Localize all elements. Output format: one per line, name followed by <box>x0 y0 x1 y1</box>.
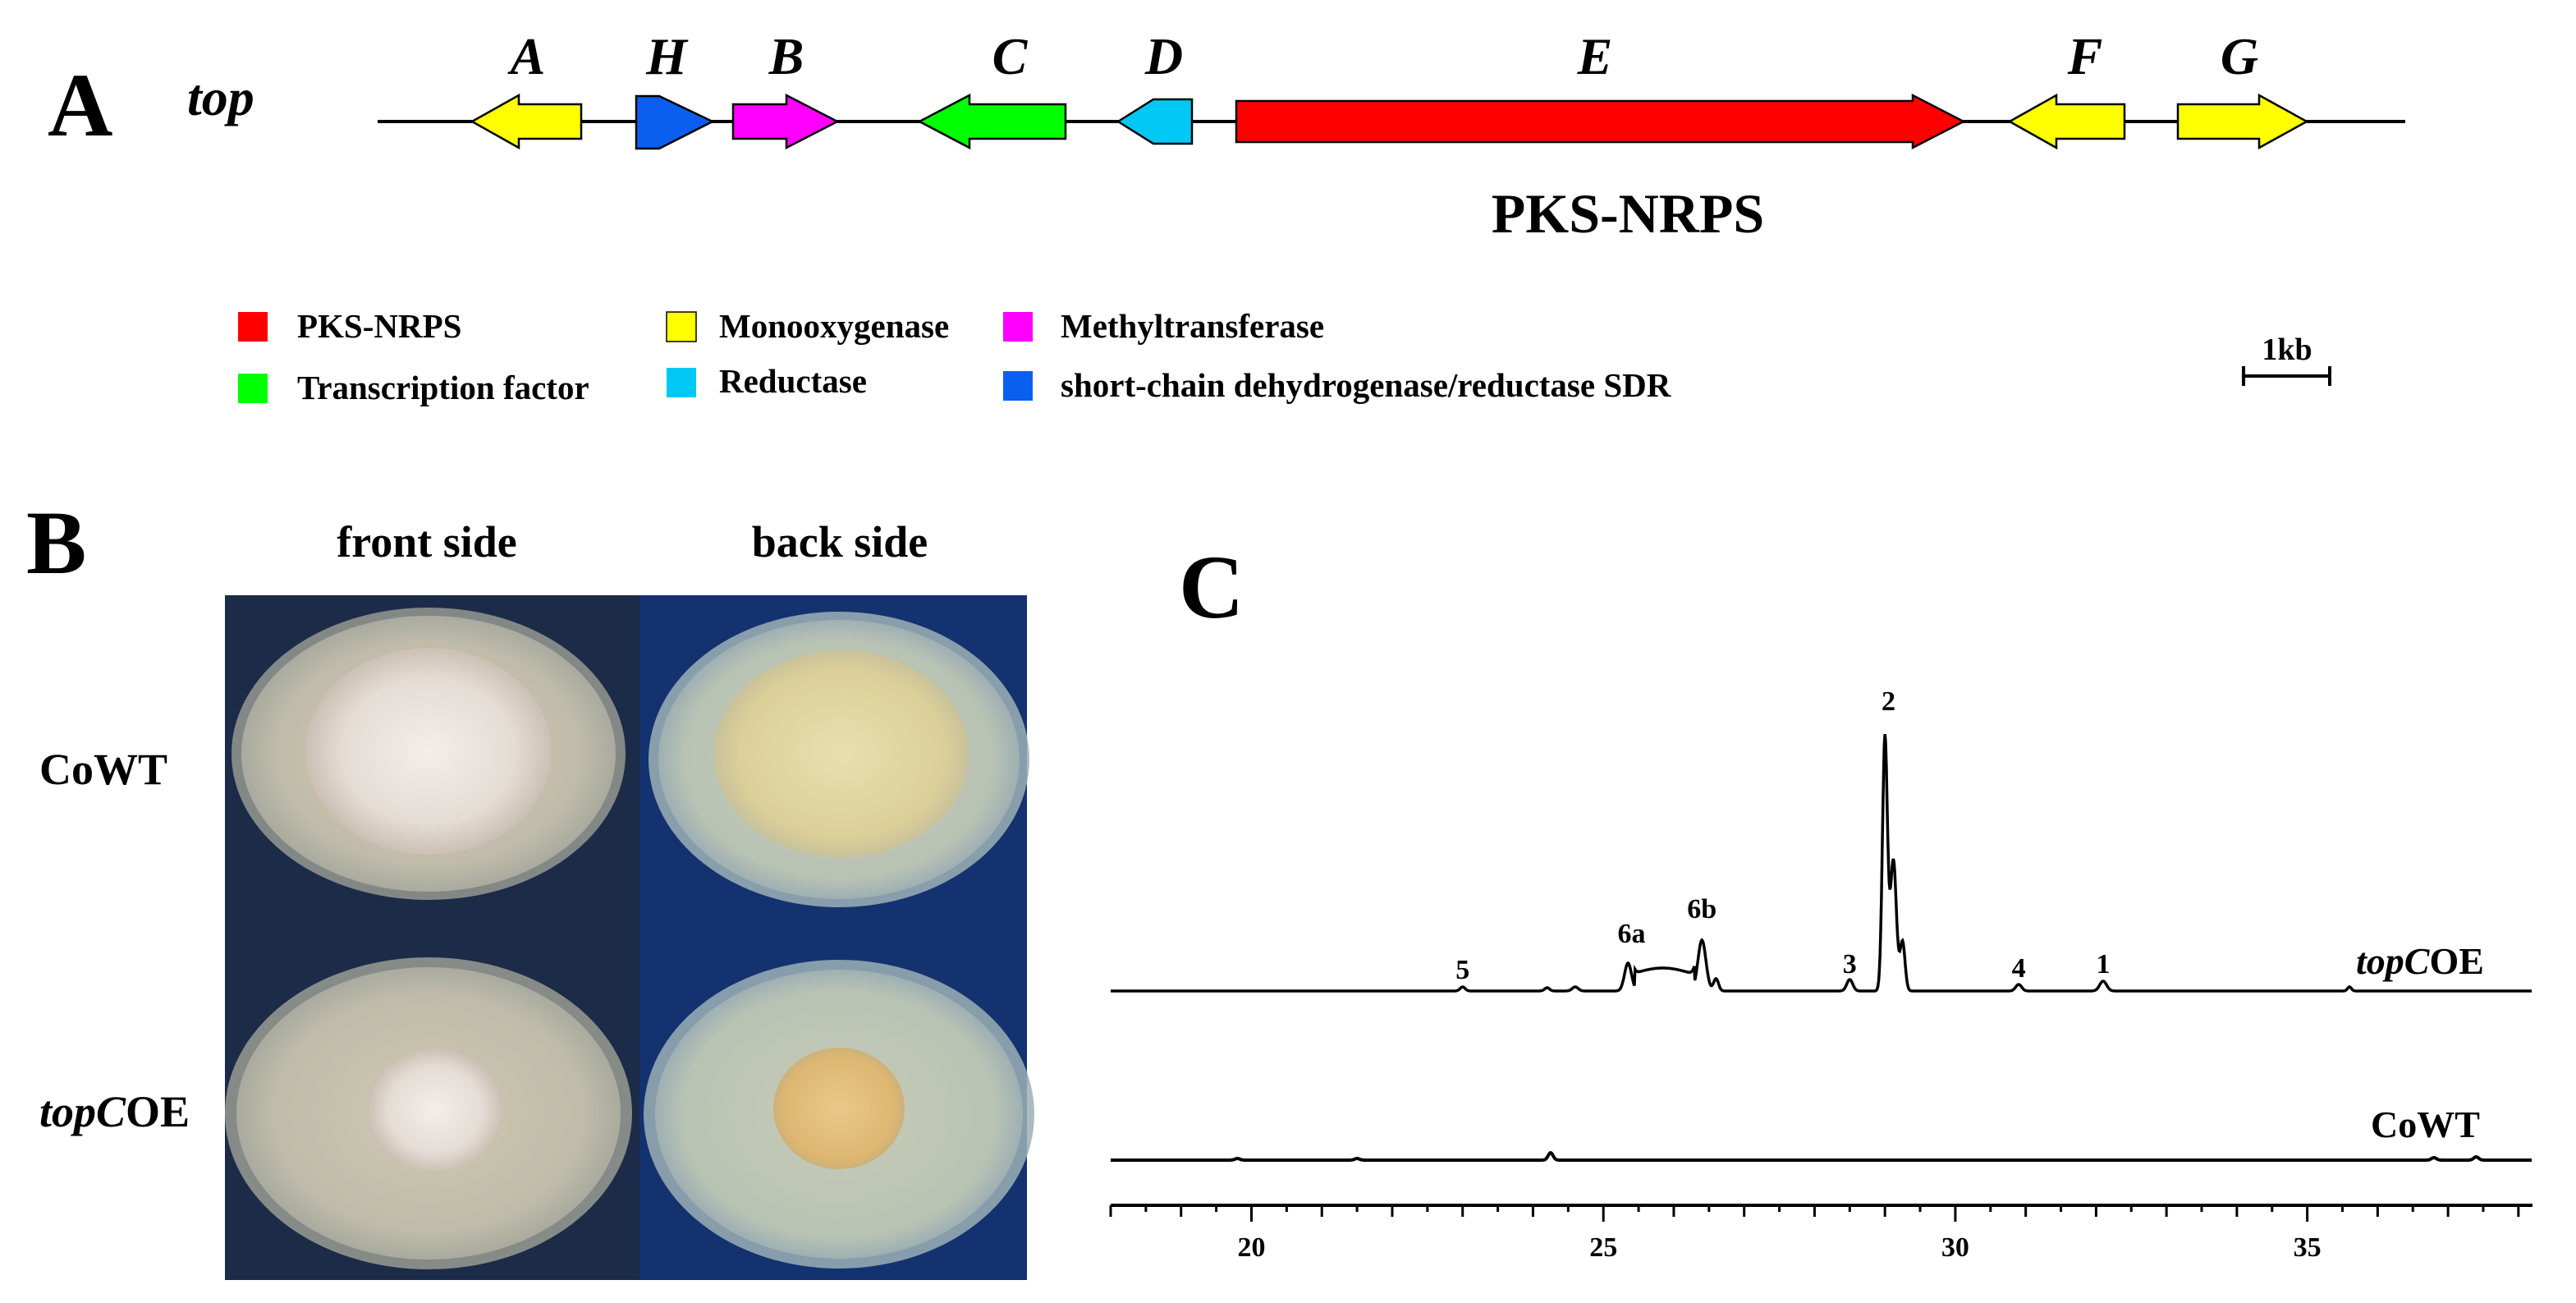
gene-label-a: A <box>507 27 546 85</box>
panel-a: A top A H B C D E F G PKS-NRPS PKS-NRPS … <box>48 27 2405 406</box>
peak-labels: 5 6a 6b 3 2 4 1 <box>1455 686 2110 985</box>
peak-label-6b: 6b <box>1687 894 1717 924</box>
row-label-topcoe: topCOE <box>39 1087 190 1136</box>
gene-label-h: H <box>645 27 689 85</box>
legend-label-methyltransferase: Methyltransferase <box>1061 307 1324 345</box>
gene-arrow-b <box>731 93 840 150</box>
legend-swatch-sdr <box>1003 371 1033 401</box>
legend-label-pks-nrps: PKS-NRPS <box>297 307 461 345</box>
peak-label-5: 5 <box>1455 955 1469 985</box>
legend-swatch-reductase <box>667 368 696 397</box>
trace-label-topcoe: topCOE <box>2356 940 2484 982</box>
legend-label-sdr: short-chain dehydrogenase/reductase SDR <box>1061 366 1671 404</box>
peak-label-6a: 6a <box>1618 919 1646 949</box>
legend-swatch-methyltransferase <box>1003 312 1033 342</box>
gene-arrow-h <box>635 94 715 150</box>
x-tick-label-20: 20 <box>1238 1232 1266 1263</box>
row-label-cowt: CoWT <box>39 745 167 794</box>
legend-swatch-monooxygenase <box>666 311 697 342</box>
legend-label-transcription-factor: Transcription factor <box>297 369 589 406</box>
colony-back-cowt <box>714 650 969 857</box>
legend-swatch-transcription-factor <box>238 374 268 403</box>
scale-bar: 1kb <box>2242 333 2331 386</box>
panel-b-label: B <box>26 493 86 593</box>
peak-label-1: 1 <box>2097 949 2111 980</box>
x-tick-label-35: 35 <box>2294 1232 2322 1263</box>
gene-arrow-g <box>2176 93 2309 150</box>
peak-label-2: 2 <box>1882 686 1895 717</box>
panel-b: B front side back side CoWT topCOE <box>26 493 1034 1280</box>
colony-back-topcoe <box>773 1048 905 1169</box>
gene-label-g: G <box>2221 27 2258 85</box>
gene-arrow-a <box>470 93 583 150</box>
pks-nrps-label: PKS-NRPS <box>1492 182 1764 245</box>
gene-label-e: E <box>1577 27 1613 85</box>
trace-cowt <box>1111 1150 2532 1162</box>
cluster-name: top <box>187 68 254 126</box>
trace-topcoe <box>1111 733 2532 993</box>
peak-label-4: 4 <box>2012 953 2026 984</box>
trace-label-cowt: CoWT <box>2371 1103 2480 1145</box>
legend-swatch-pks-nrps <box>238 312 268 342</box>
x-tick-label-25: 25 <box>1589 1232 1617 1263</box>
panel-c: C topCOE CoWT 5 6a 6b 3 2 4 1 20 25 30 35 <box>1109 537 2532 1263</box>
gene-label-c: C <box>992 27 1029 85</box>
col-header-front: front side <box>337 517 517 567</box>
gene-label-b: B <box>768 27 804 85</box>
panel-a-label: A <box>48 55 112 155</box>
gene-arrow-c <box>917 93 1067 150</box>
legend-label-reductase: Reductase <box>719 362 867 400</box>
gene-label-d: D <box>1144 27 1183 85</box>
gene-arrow-d <box>1116 98 1194 145</box>
x-tick-label-30: 30 <box>1941 1232 1969 1263</box>
scale-bar-label: 1kb <box>2262 333 2312 367</box>
gene-label-f: F <box>2067 27 2103 85</box>
panel-c-label: C <box>1179 537 1244 637</box>
photo-back-side <box>639 595 1034 1280</box>
legend: PKS-NRPS Transcription factor Monooxygen… <box>238 307 1671 406</box>
colony-front-topcoe <box>368 1048 502 1172</box>
colony-front-cowt <box>305 648 552 855</box>
x-axis-ticks: 20 25 30 35 <box>1109 1205 2520 1263</box>
peak-label-3: 3 <box>1843 949 1857 980</box>
photo-front-side <box>225 595 644 1280</box>
gene-arrow-e <box>1235 93 1966 150</box>
gene-arrow-f <box>2007 93 2126 150</box>
col-header-back: back side <box>752 517 928 567</box>
legend-label-monooxygenase: Monooxygenase <box>719 307 949 345</box>
